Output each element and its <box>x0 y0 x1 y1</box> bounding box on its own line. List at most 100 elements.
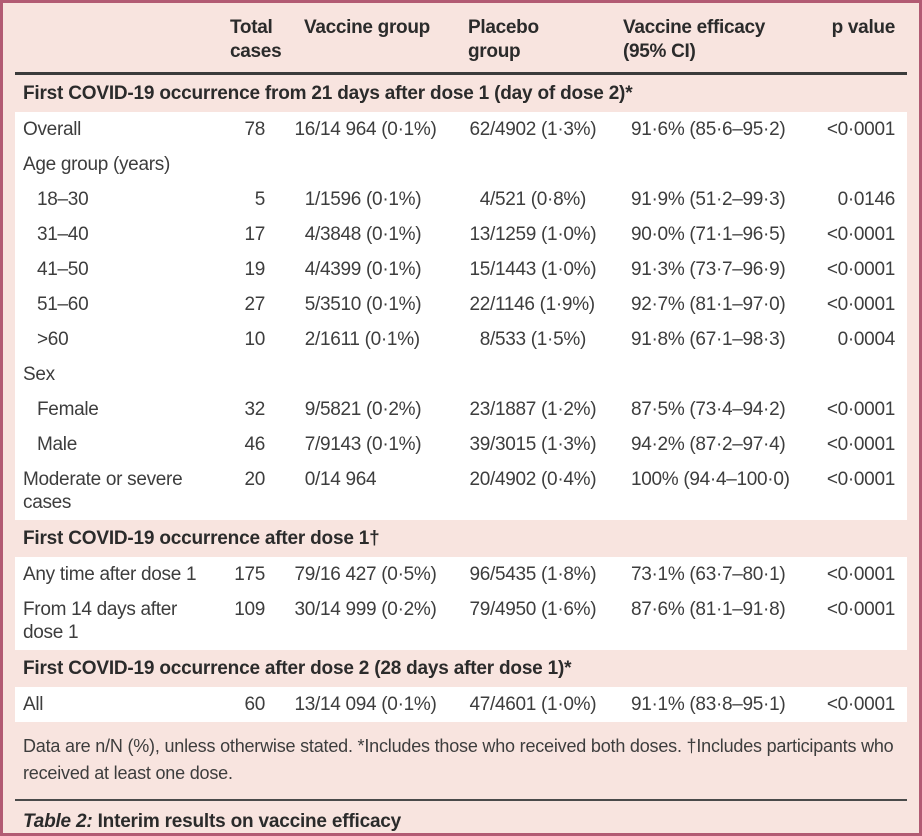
table-row: 51–60 27 5/3510 (0·1%) 22/1146 (1·9%) 92·7% … <box>15 287 907 322</box>
cell-p: <0·0001 <box>826 224 895 245</box>
numerator: 13 <box>469 224 490 245</box>
cell-p: <0·0001 <box>826 119 895 140</box>
row-label: Female <box>37 399 99 420</box>
cell-p: 0·0004 <box>837 329 896 350</box>
cell-p: <0·0001 <box>826 564 895 585</box>
cell-p: <0·0001 <box>826 694 895 715</box>
row-band: Any time after dose 1 175 79/16 427 (0·5%)… <box>15 557 907 650</box>
cell-placebo: 62/4902 (1·3%) <box>469 119 597 140</box>
numerator: 4 <box>479 189 491 210</box>
cell-placebo: 23/1887 (1·2%) <box>469 399 597 420</box>
table-row: All 60 13/14 094 (0·1%) 47/4601 (1·0%) 91·1%… <box>15 687 907 722</box>
cell-total: 19 <box>244 259 265 280</box>
cell-p <box>770 363 907 386</box>
table-row: Age group (years) <box>15 147 907 182</box>
table-row: 18–30 5 1/1596 (0·1%) 4/521 (0·8%) 91·9% (51… <box>15 182 907 217</box>
table-caption: Table 2: Interim results on vaccine effi… <box>15 801 907 833</box>
cell-vaccine: 79/16 427 (0·5%) <box>294 564 437 585</box>
column-headers: Total cases Vaccine group Placebo group Vac… <box>15 16 907 64</box>
cell-efficacy: 73·1% (63·7–80·1) <box>631 564 786 585</box>
cell-placebo: 79/4950 (1·6%) <box>469 599 597 620</box>
numerator: 47 <box>469 694 490 715</box>
numerator: 5 <box>304 294 316 315</box>
numerator: 8 <box>479 329 491 350</box>
table-row: Overall 78 16/14 964 (0·1%) 62/4902 (1·3%) 9… <box>15 112 907 147</box>
cell-vaccine: 13/14 094 (0·1%) <box>294 694 437 715</box>
cell-vaccine: 4/4399 (0·1%) <box>285 258 460 281</box>
cell-placebo: 13/1259 (1·0%) <box>469 224 597 245</box>
cell-p: 0·0146 <box>837 189 896 210</box>
cell-placebo: 39/3015 (1·3%) <box>469 434 597 455</box>
cell-vaccine: 30/14 999 (0·2%) <box>294 599 437 620</box>
cell-efficacy: 91·8% (67·1–98·3) <box>631 329 786 350</box>
cell-total <box>215 363 285 386</box>
header-rule <box>15 72 907 75</box>
cell-efficacy: 91·1% (83·8–95·1) <box>631 694 786 715</box>
numerator: 22 <box>469 294 490 315</box>
numerator: 79 <box>469 599 490 620</box>
numerator: 0 <box>304 469 316 490</box>
cell-total: 17 <box>244 224 265 245</box>
table-footnote: Data are n/N (%), unless otherwise state… <box>23 736 894 783</box>
table-row: Moderate or severe cases 20 0/14 964 20/490… <box>15 462 907 520</box>
cell-efficacy: 94·2% (87·2–97·4) <box>631 434 786 455</box>
numerator: 4 <box>304 259 316 280</box>
numerator: 1 <box>304 189 316 210</box>
cell-efficacy: 100% (94·4–100·0) <box>631 469 790 490</box>
cell-total: 78 <box>244 119 265 140</box>
cell-vaccine: 0/14 964 <box>285 468 460 514</box>
cell-efficacy: 91·9% (51·2–99·3) <box>631 189 786 210</box>
table-row: Any time after dose 1 175 79/16 427 (0·5%)… <box>15 557 907 592</box>
cell-efficacy: 92·7% (81·1–97·0) <box>631 294 786 315</box>
numerator: 7 <box>304 434 316 455</box>
section-header-1: First COVID-19 occurrence from 21 days a… <box>23 83 633 104</box>
column-header-placebo: Placebo group <box>468 17 539 62</box>
row-label: >60 <box>37 329 69 350</box>
cell-total: 60 <box>244 694 265 715</box>
table-row: 31–40 17 4/3848 (0·1%) 13/1259 (1·0%) 90·0% … <box>15 217 907 252</box>
column-header-vaccine: Vaccine group <box>304 17 430 38</box>
cell-placebo <box>460 153 595 176</box>
cell-placebo: 4/521 (0·8%) <box>460 188 595 211</box>
cell-total: 10 <box>244 329 265 350</box>
row-label: 31–40 <box>37 224 89 245</box>
caption-rule <box>15 799 907 801</box>
cell-placebo: 8/533 (1·5%) <box>460 328 595 351</box>
cell-placebo: 20/4902 (0·4%) <box>469 469 597 490</box>
cell-total: 27 <box>244 294 265 315</box>
section-header-3: First COVID-19 occurrence after dose 2 (… <box>23 658 572 679</box>
row-label: Age group (years) <box>23 154 170 175</box>
table-row: From 14 days after dose 1 109 30/14 999 (0… <box>15 592 907 650</box>
numerator: 23 <box>469 399 490 420</box>
cell-placebo: 96/5435 (1·8%) <box>469 564 597 585</box>
row-label: All <box>23 694 44 715</box>
cell-vaccine: 7/9143 (0·1%) <box>285 433 460 456</box>
column-header-label <box>15 16 215 64</box>
cell-total: 5 <box>254 189 266 210</box>
cell-p: <0·0001 <box>826 469 895 490</box>
cell-total: 175 <box>234 564 265 585</box>
cell-p <box>770 153 907 176</box>
row-label: 51–60 <box>37 294 89 315</box>
numerator: 79 <box>294 564 315 585</box>
column-header-total: Total cases <box>230 17 282 62</box>
cell-efficacy <box>595 363 770 386</box>
cell-efficacy: 90·0% (71·1–96·5) <box>631 224 786 245</box>
row-label: Moderate or severe cases <box>23 469 183 513</box>
table-row: Male 46 7/9143 (0·1%) 39/3015 (1·3%) 94·2% (… <box>15 427 907 462</box>
cell-placebo <box>460 363 595 386</box>
numerator: 30 <box>294 599 315 620</box>
caption-text: Interim results on vaccine efficacy <box>92 811 402 832</box>
row-label: Sex <box>23 364 55 385</box>
caption-label: Table 2: <box>23 811 93 832</box>
cell-vaccine: 4/3848 (0·1%) <box>285 223 460 246</box>
table-row: >60 10 2/1611 (0·1%) 8/533 (1·5%) 91·8% (67·… <box>15 322 907 357</box>
row-label: Overall <box>23 119 82 140</box>
row-label: 41–50 <box>37 259 89 280</box>
cell-placebo: 22/1146 (1·9%) <box>469 294 595 315</box>
table-body: First COVID-19 occurrence from 21 days a… <box>15 75 907 722</box>
numerator: 62 <box>469 119 490 140</box>
cell-p: <0·0001 <box>826 599 895 620</box>
row-band: Overall 78 16/14 964 (0·1%) 62/4902 (1·3%) 9… <box>15 112 907 520</box>
